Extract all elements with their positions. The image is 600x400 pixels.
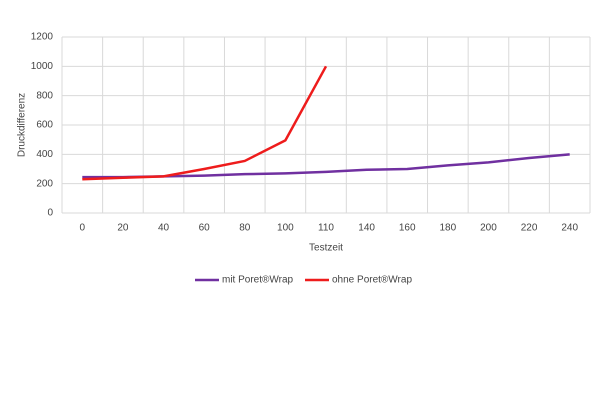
- line: [82, 153, 570, 179]
- y-tick-label: 1200: [31, 32, 54, 43]
- x-tick-label: 80: [239, 223, 251, 234]
- y-tick-label: 1000: [31, 61, 54, 72]
- x-tick-label: 200: [480, 223, 497, 234]
- y-tick-label: 400: [36, 149, 53, 160]
- x-tick-label: 240: [561, 223, 578, 234]
- legend-label: mit Poret®Wrap: [222, 275, 294, 286]
- y-tick-label: 0: [47, 208, 53, 219]
- x-tick-label: 20: [117, 223, 129, 234]
- legend-label: ohne Poret®Wrap: [332, 275, 412, 286]
- x-tick-label: 140: [358, 223, 375, 234]
- x-tick-label: 160: [399, 223, 416, 234]
- x-tick-label: 100: [277, 223, 294, 234]
- x-tick-label: 110: [318, 223, 334, 234]
- x-tick-label: 180: [440, 223, 457, 234]
- x-tick-label: 0: [80, 223, 86, 234]
- x-tick-label: 220: [521, 223, 538, 234]
- y-tick-label: 600: [36, 120, 53, 131]
- line: [82, 65, 328, 181]
- x-tick-label: 40: [158, 223, 170, 234]
- x-axis-label: Testzeit: [309, 243, 343, 254]
- y-tick-label: 200: [36, 178, 53, 189]
- y-tick-label: 800: [36, 90, 53, 101]
- x-tick-label: 60: [199, 223, 211, 234]
- y-axis-label: Druckdifferenz: [17, 93, 28, 157]
